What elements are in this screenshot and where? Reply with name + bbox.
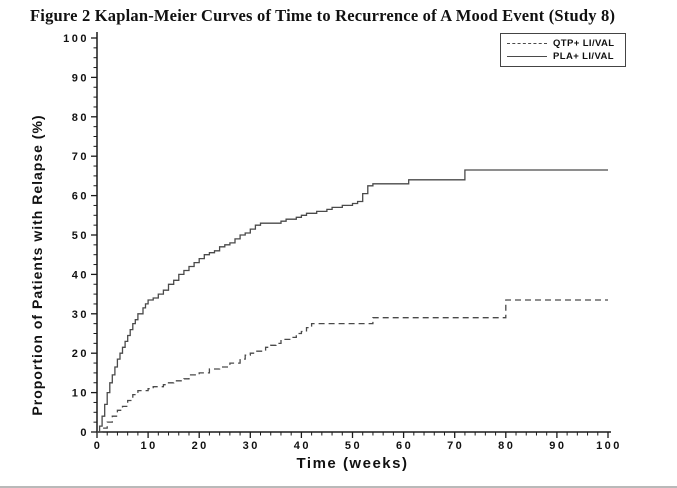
series-qtp-curve [97,299,608,433]
y-tick-label: 30 [72,309,89,321]
solid-line-sample-icon [507,56,547,57]
y-tick-label: 90 [72,72,89,84]
y-tick-label: 40 [72,269,89,281]
dashed-line-sample-icon [507,43,547,44]
x-tick-label: 60 [396,440,413,452]
x-tick-label: 40 [294,440,311,452]
series-pla-curve [97,169,608,433]
y-tick-label: 10 [72,388,89,400]
y-axis-title: Proportion of Patients with Relapse (%) [29,114,45,415]
figure-title: Figure 2 Kaplan-Meier Curves of Time to … [30,6,616,25]
y-tick-label: 60 [72,191,89,203]
x-tick-label: 10 [140,440,157,452]
legend-entry-qtp: QTP+ LI/VAL [507,37,619,50]
y-tick-label: 100 [63,33,89,45]
y-tick-label: 70 [72,151,89,163]
legend-entry-pla: PLA+ LI/VAL [507,50,619,63]
x-tick-label: 70 [447,440,464,452]
legend-label-pla: PLA+ LI/VAL [553,51,614,62]
x-tick-label: 100 [596,440,622,452]
x-tick-label: 30 [243,440,260,452]
legend-label-qtp: QTP+ LI/VAL [553,38,615,49]
x-tick-label: 90 [549,440,566,452]
x-tick-label: 20 [192,440,209,452]
x-tick-label: 0 [94,440,103,452]
y-tick-label: 50 [72,230,89,242]
legend-box: QTP+ LI/VAL PLA+ LI/VAL [500,33,626,67]
x-tick-label: 80 [498,440,515,452]
x-tick-label: 50 [345,440,362,452]
y-tick-label: 0 [80,427,89,439]
y-tick-label: 80 [72,112,89,124]
y-tick-label: 20 [72,348,89,360]
x-axis-title: Time (weeks) [297,455,409,472]
